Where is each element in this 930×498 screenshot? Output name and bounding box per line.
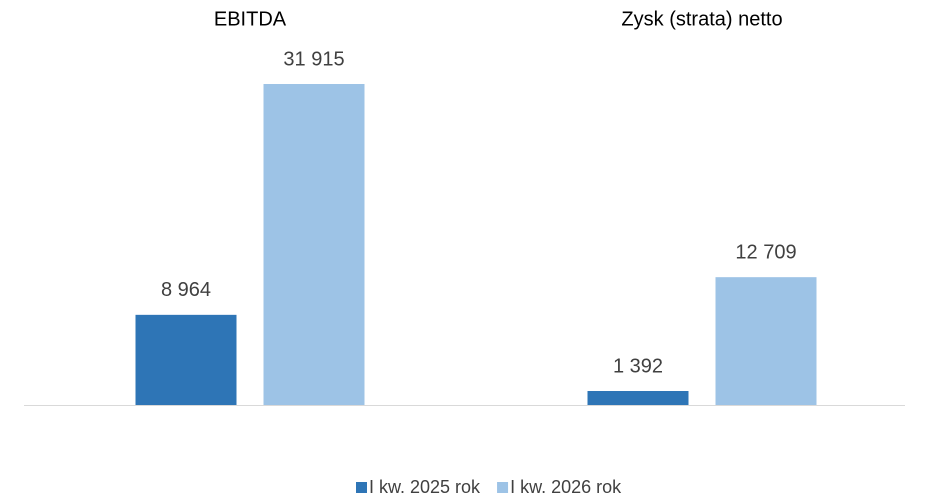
bar bbox=[263, 84, 365, 405]
value-label: 31 915 bbox=[283, 48, 344, 70]
bar bbox=[715, 277, 817, 405]
bar bbox=[135, 314, 237, 405]
legend-swatch bbox=[497, 482, 509, 493]
value-label: 12 709 bbox=[735, 241, 796, 263]
value-label: 1 392 bbox=[613, 355, 663, 377]
legend-swatch bbox=[356, 482, 367, 493]
legend-label: I kw. 2025 rok bbox=[369, 477, 481, 497]
bar bbox=[587, 390, 689, 405]
category-label: EBITDA bbox=[214, 8, 287, 30]
value-label: 8 964 bbox=[161, 279, 211, 301]
legend-label: I kw. 2026 rok bbox=[510, 477, 622, 497]
category-label: Zysk (strata) netto bbox=[621, 8, 782, 30]
